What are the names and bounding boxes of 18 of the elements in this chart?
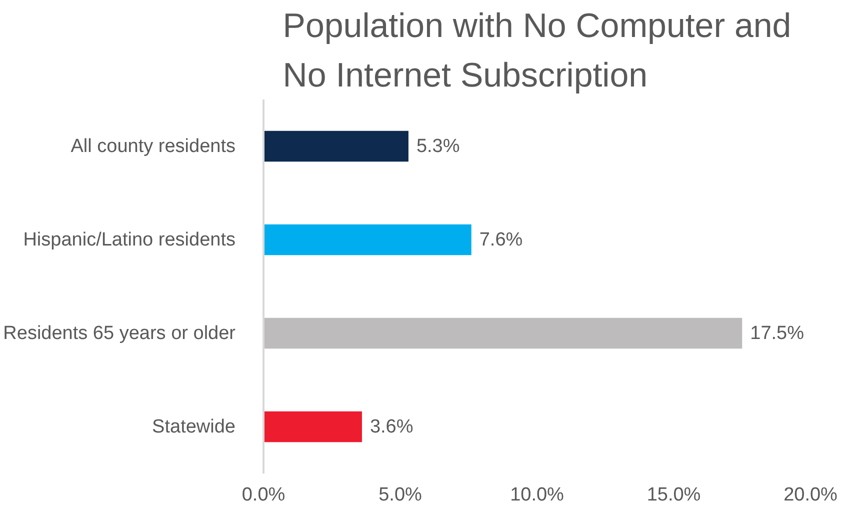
chart-title: Population with No Computer and No Internet Subscription bbox=[282, 7, 792, 94]
bar bbox=[264, 318, 742, 349]
data-label: 17.5% bbox=[750, 322, 804, 344]
bar bbox=[264, 224, 472, 256]
y-tick-label: Residents 65 years or older bbox=[3, 322, 236, 344]
y-tick-label: Statewide bbox=[152, 416, 236, 438]
data-label: 7.6% bbox=[479, 229, 523, 250]
data-label: 5.3% bbox=[416, 136, 460, 157]
x-tick-label: 10.0% bbox=[510, 484, 564, 506]
y-tick-label: All county residents bbox=[70, 136, 236, 157]
bar bbox=[264, 130, 408, 162]
data-label: 3.6% bbox=[370, 416, 414, 438]
x-tick-label: 20.0% bbox=[784, 484, 838, 506]
x-tick-label: 15.0% bbox=[646, 484, 701, 506]
bar bbox=[264, 411, 362, 442]
y-tick-label: Hispanic/Latino residents bbox=[23, 229, 236, 250]
x-tick-label: 5.0% bbox=[378, 484, 422, 506]
x-tick-label: 0.0% bbox=[242, 484, 286, 506]
